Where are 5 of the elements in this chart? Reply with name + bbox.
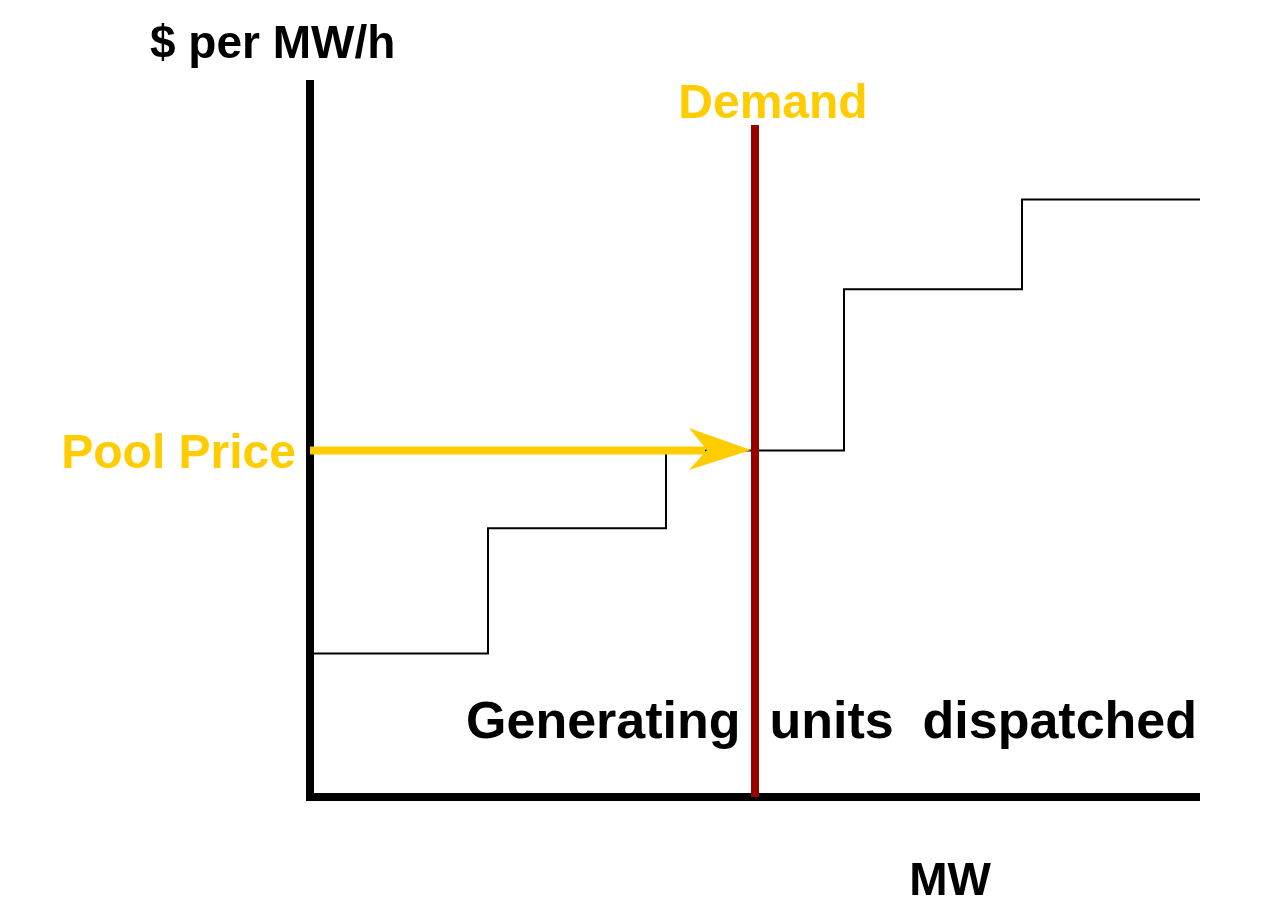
x-axis-title: MW	[909, 853, 992, 900]
y-axis-title: $ per MW/h	[150, 16, 396, 68]
ref-line-label: Pool Price	[61, 424, 296, 478]
text: Demand	[678, 75, 868, 128]
annotation: Generating units dispatched	[466, 691, 1198, 749]
